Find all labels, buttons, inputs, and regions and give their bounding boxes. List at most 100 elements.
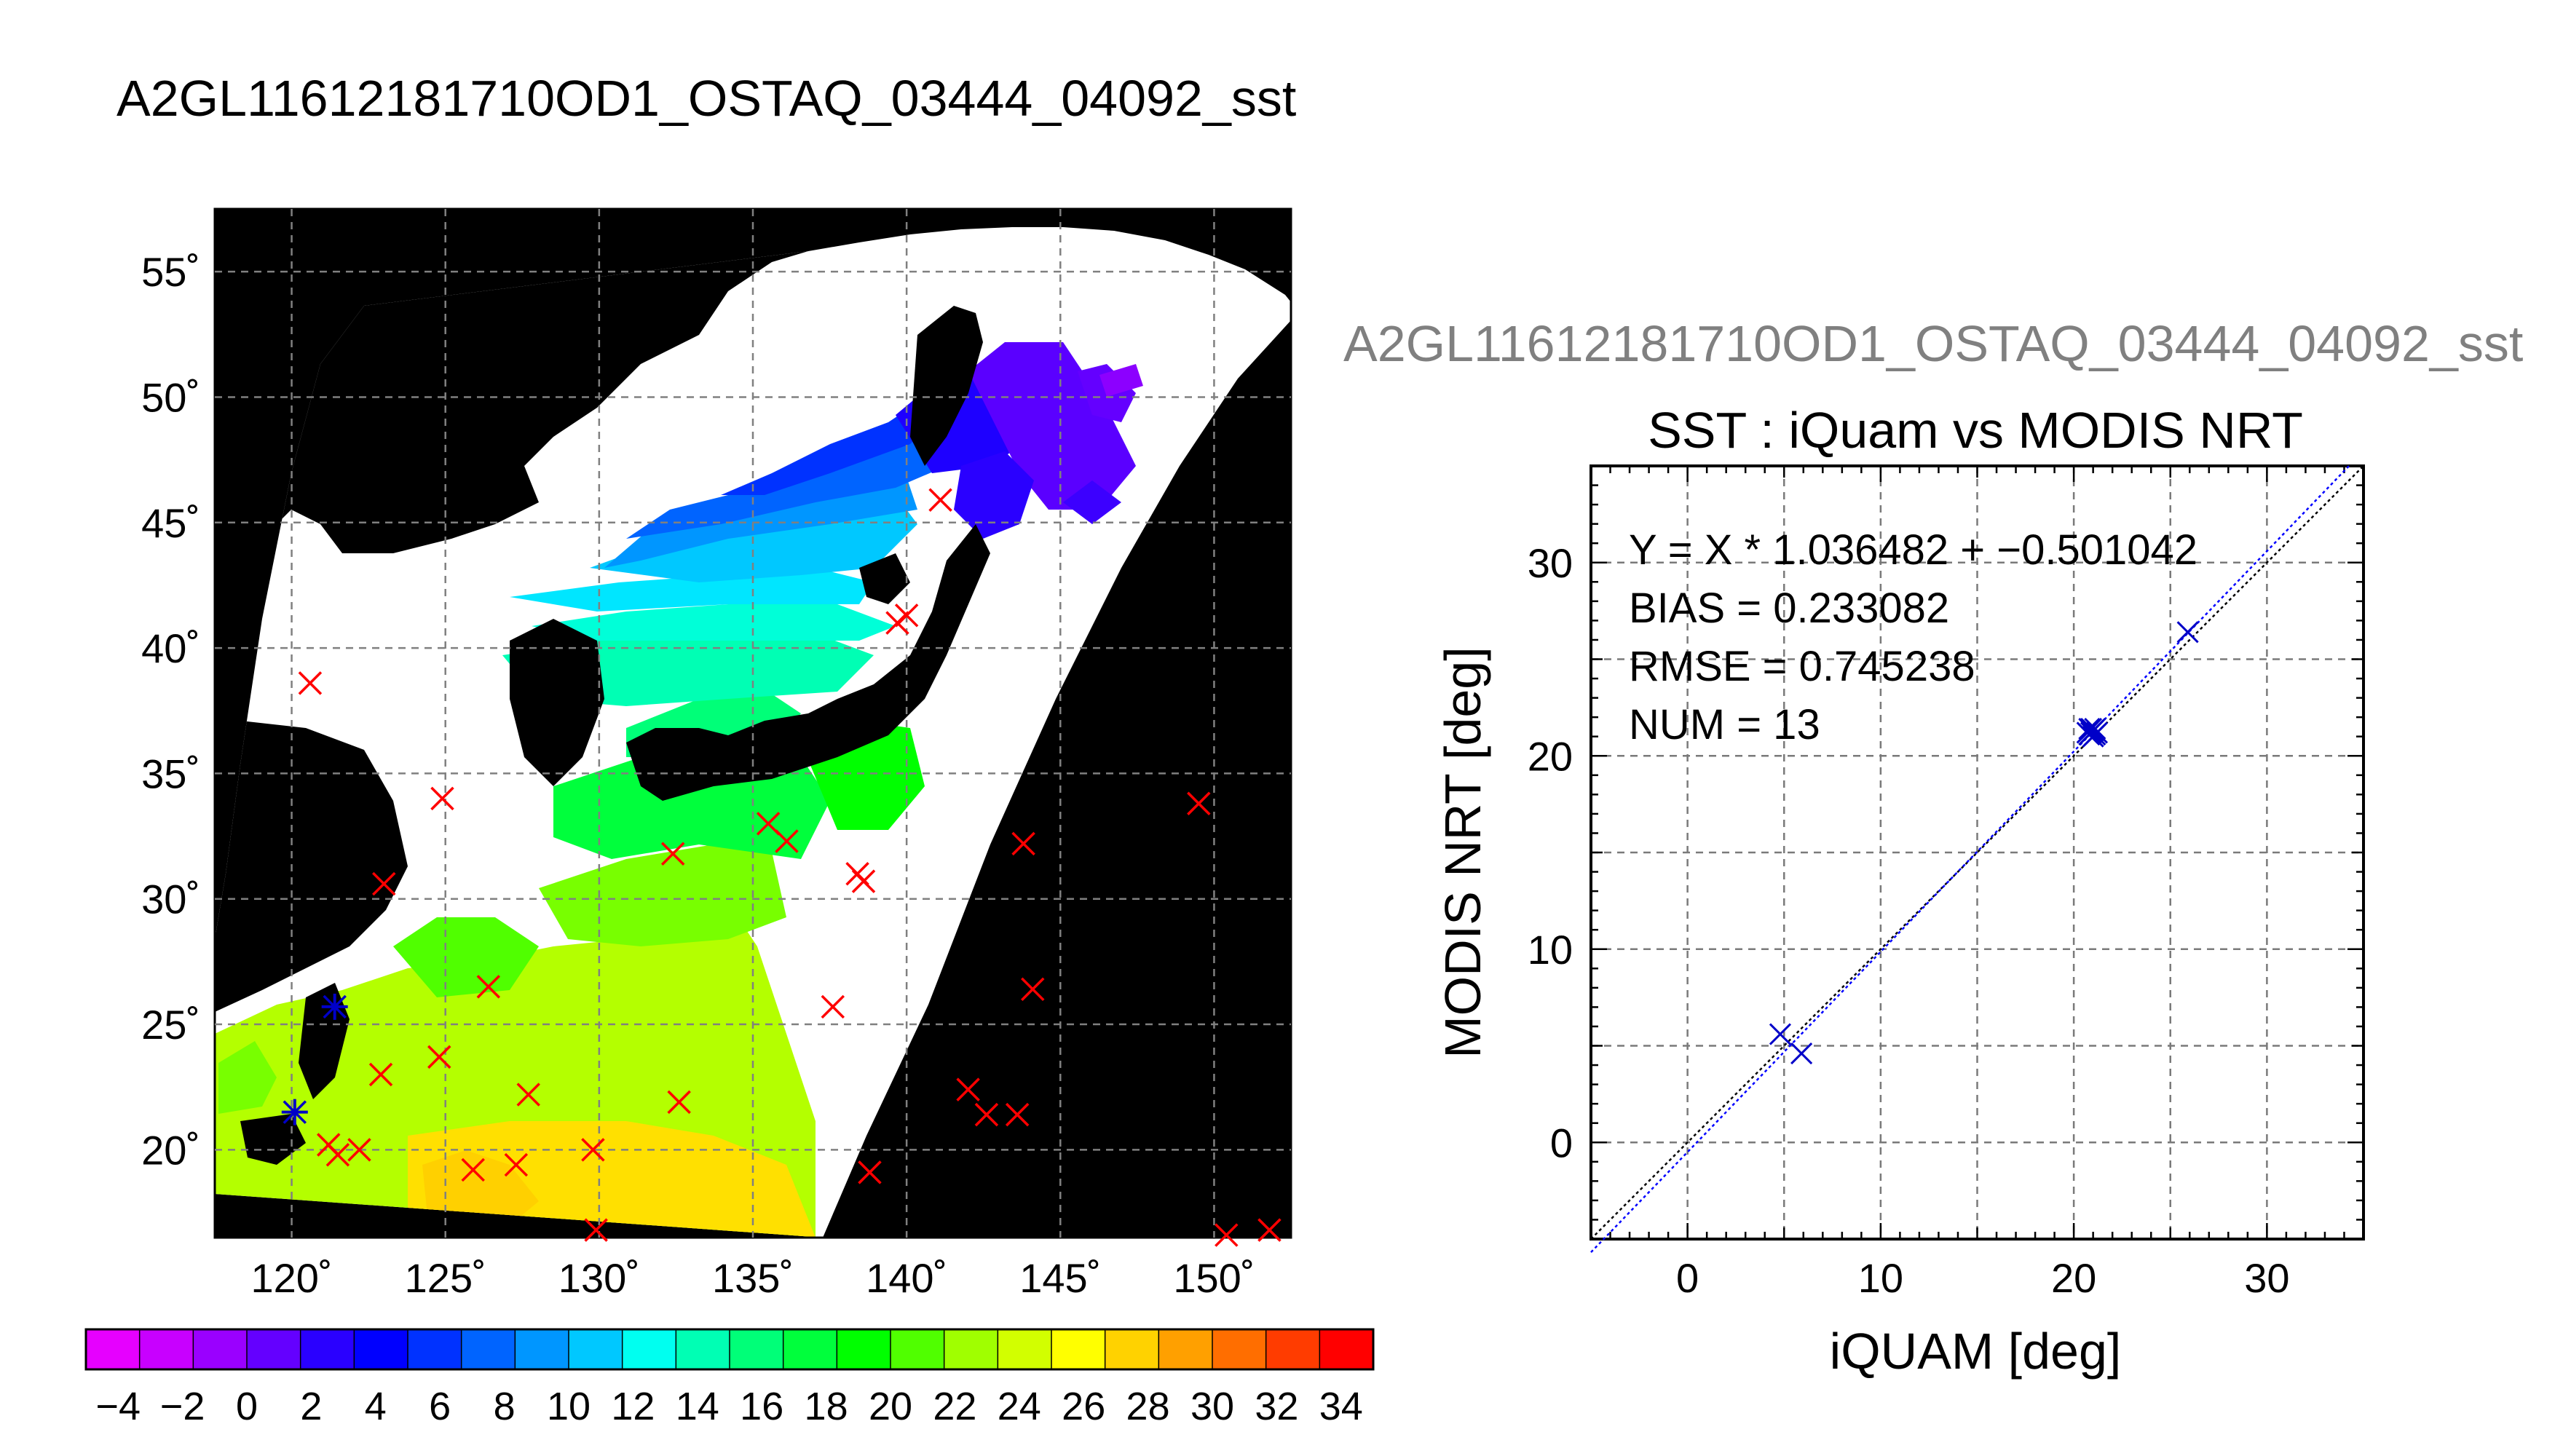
map-y-tick-labels: 55˚ 50˚ 45˚ 40˚ 35˚ 30˚ 25˚ 20˚: [141, 249, 200, 1173]
colorbar-tick-label: 0: [236, 1385, 258, 1428]
scatter-lines: [1590, 465, 2364, 1254]
colorbar-tick-label: 32: [1255, 1385, 1298, 1428]
scatter-plot: SST : iQuam vs MODIS NRT 0 10 20 30 0 10 20 30…: [1434, 402, 2365, 1380]
colorbar-swatch: [1105, 1329, 1159, 1369]
map-x-tick-label: 140˚: [866, 1255, 947, 1301]
scatter-annotation: BIAS = 0.233082: [1629, 585, 1949, 632]
colorbar-tick-label: −4: [95, 1385, 141, 1428]
colorbar-swatch: [1158, 1329, 1213, 1369]
map-matchup-marker: [775, 829, 799, 853]
map-x-tick-labels: 120˚ 125˚ 130˚ 135˚ 140˚ 145˚ 150˚: [251, 1255, 1255, 1301]
scatter-x-tick-labels: 0 10 20 30: [1676, 1255, 2289, 1301]
colorbar-swatch: [730, 1329, 784, 1369]
map-matchup-marker: [956, 1077, 980, 1101]
colorbar-swatch: [1051, 1329, 1106, 1369]
scatter-point: [2080, 718, 2103, 740]
map-x-tick-label: 125˚: [405, 1255, 486, 1301]
map-matchup-marker: [581, 1138, 605, 1162]
map-matchup-marker: [1011, 831, 1035, 856]
scatter-annotations: Y = X * 1.036482 + −0.501042 BIAS = 0.233…: [1629, 526, 2197, 748]
colorbar-swatch: [515, 1329, 569, 1369]
colorbar-tick-label: 28: [1126, 1385, 1170, 1428]
map-matchup-marker: [660, 842, 685, 866]
colorbar-tick-label: 4: [365, 1385, 387, 1428]
map-y-tick-label: 35˚: [141, 751, 200, 796]
scatter-y-tick-label: 10: [1528, 927, 1573, 973]
map-matchup-marker: [851, 869, 876, 893]
scatter-x-tick-label: 10: [1858, 1255, 1903, 1301]
colorbar-swatch: [837, 1329, 891, 1369]
map-matchup-marker: [347, 1138, 371, 1162]
map-matchup-marker: [461, 1158, 485, 1182]
colorbar-tick-label: 2: [300, 1385, 322, 1428]
map-matchup-marker: [1215, 1223, 1239, 1247]
scatter-annotation: NUM = 13: [1629, 701, 1820, 748]
scatter-annotation: RMSE = 0.745238: [1629, 643, 1975, 690]
colorbar-tick-label: −2: [160, 1385, 205, 1428]
colorbar-frame: [84, 1328, 1375, 1371]
scatter-minor-ticks: [1591, 464, 2365, 1239]
scatter-point: [1790, 1042, 1813, 1065]
map-matchup-marker: [325, 1143, 350, 1167]
colorbar-swatch: [569, 1329, 623, 1369]
colorbar-swatch: [1212, 1329, 1267, 1369]
map-matchup-marker: [1005, 1102, 1030, 1127]
map-matchup-marker: [368, 1062, 393, 1087]
scatter-y-tick-label: 20: [1528, 733, 1573, 779]
scatter-point: [2084, 718, 2106, 740]
colorbar-swatch: [461, 1329, 516, 1369]
map-y-tick-label: 45˚: [141, 500, 200, 546]
map-matchup-marker: [430, 786, 454, 811]
map-x-tick-label: 135˚: [712, 1255, 794, 1301]
colorbar-swatch: [86, 1329, 141, 1369]
colorbar-tick-label: 18: [805, 1385, 848, 1428]
scatter-y-tick-labels: 0 10 20 30: [1528, 540, 1573, 1166]
colorbar-tick-label: 16: [740, 1385, 783, 1428]
colorbar-tick-label: 34: [1319, 1385, 1363, 1428]
map-x-tick-label: 130˚: [558, 1255, 640, 1301]
map-matchup-marker: [894, 604, 919, 628]
map-y-tick-label: 30˚: [141, 877, 200, 922]
map-matchup-marker: [476, 975, 501, 999]
map-matchup-marker: [974, 1102, 999, 1127]
map-matchup-marker: [1257, 1218, 1282, 1242]
scatter-point: [2176, 621, 2199, 644]
colorbar-tick-label: 10: [547, 1385, 591, 1428]
map-matchup-marker: [928, 488, 952, 513]
map-x-tick-label: 145˚: [1019, 1255, 1101, 1301]
map-y-tick-label: 50˚: [141, 374, 200, 420]
colorbar-tick-label: 24: [998, 1385, 1041, 1428]
map-matchup-marker: [298, 671, 323, 695]
scatter-point: [1769, 1023, 1792, 1045]
colorbar-tick-label: 20: [869, 1385, 912, 1428]
figure-title: A2GL11612181710OD1_OSTAQ_03444_04092_sst: [117, 70, 1297, 127]
colorbar: −4 −2 0 2 4 6 8 10 12 14 16 18 20 22 24 26 28 30 32 34: [84, 1328, 1375, 1428]
colorbar-tick-label: 14: [676, 1385, 719, 1428]
colorbar-tick-label: 26: [1062, 1385, 1105, 1428]
map-x-tick-label: 120˚: [251, 1255, 333, 1301]
scatter-identity-line: [1590, 465, 2364, 1240]
scatter-y-tick-label: 30: [1528, 540, 1573, 586]
colorbar-tick-label: 30: [1190, 1385, 1234, 1428]
colorbar-swatch: [139, 1329, 194, 1369]
scatter-x-tick-label: 0: [1676, 1255, 1699, 1301]
map-gridlines: [215, 209, 1291, 1238]
colorbar-swatch: [193, 1329, 248, 1369]
map-matchup-marker: [667, 1090, 691, 1115]
map-matchup-marker: [372, 871, 396, 896]
colorbar-swatch: [408, 1329, 462, 1369]
colorbar-swatch: [1319, 1329, 1374, 1369]
map-matchup-marker: [584, 1218, 608, 1242]
map-matchup-marker: [427, 1045, 451, 1069]
colorbar-swatch: [998, 1329, 1052, 1369]
sst-map: 120˚ 125˚ 130˚ 135˚ 140˚ 145˚ 150˚ 55˚50˚45˚40…: [84, 207, 1375, 1428]
scatter-x-axis-label: iQUAM [deg]: [1830, 1323, 2122, 1380]
scatter-x-tick-label: 30: [2244, 1255, 2289, 1301]
colorbar-swatch: [676, 1329, 730, 1369]
map-matchup-marker: [858, 1160, 882, 1184]
colorbar-swatch: [1265, 1329, 1320, 1369]
scatter-overtitle: A2GL11612181710OD1_OSTAQ_03444_04092_sst: [1343, 315, 2524, 372]
scatter-fit-line: [1590, 465, 2350, 1254]
map-y-tick-label: 40˚: [141, 625, 200, 671]
colorbar-tick-label: 6: [429, 1385, 451, 1428]
